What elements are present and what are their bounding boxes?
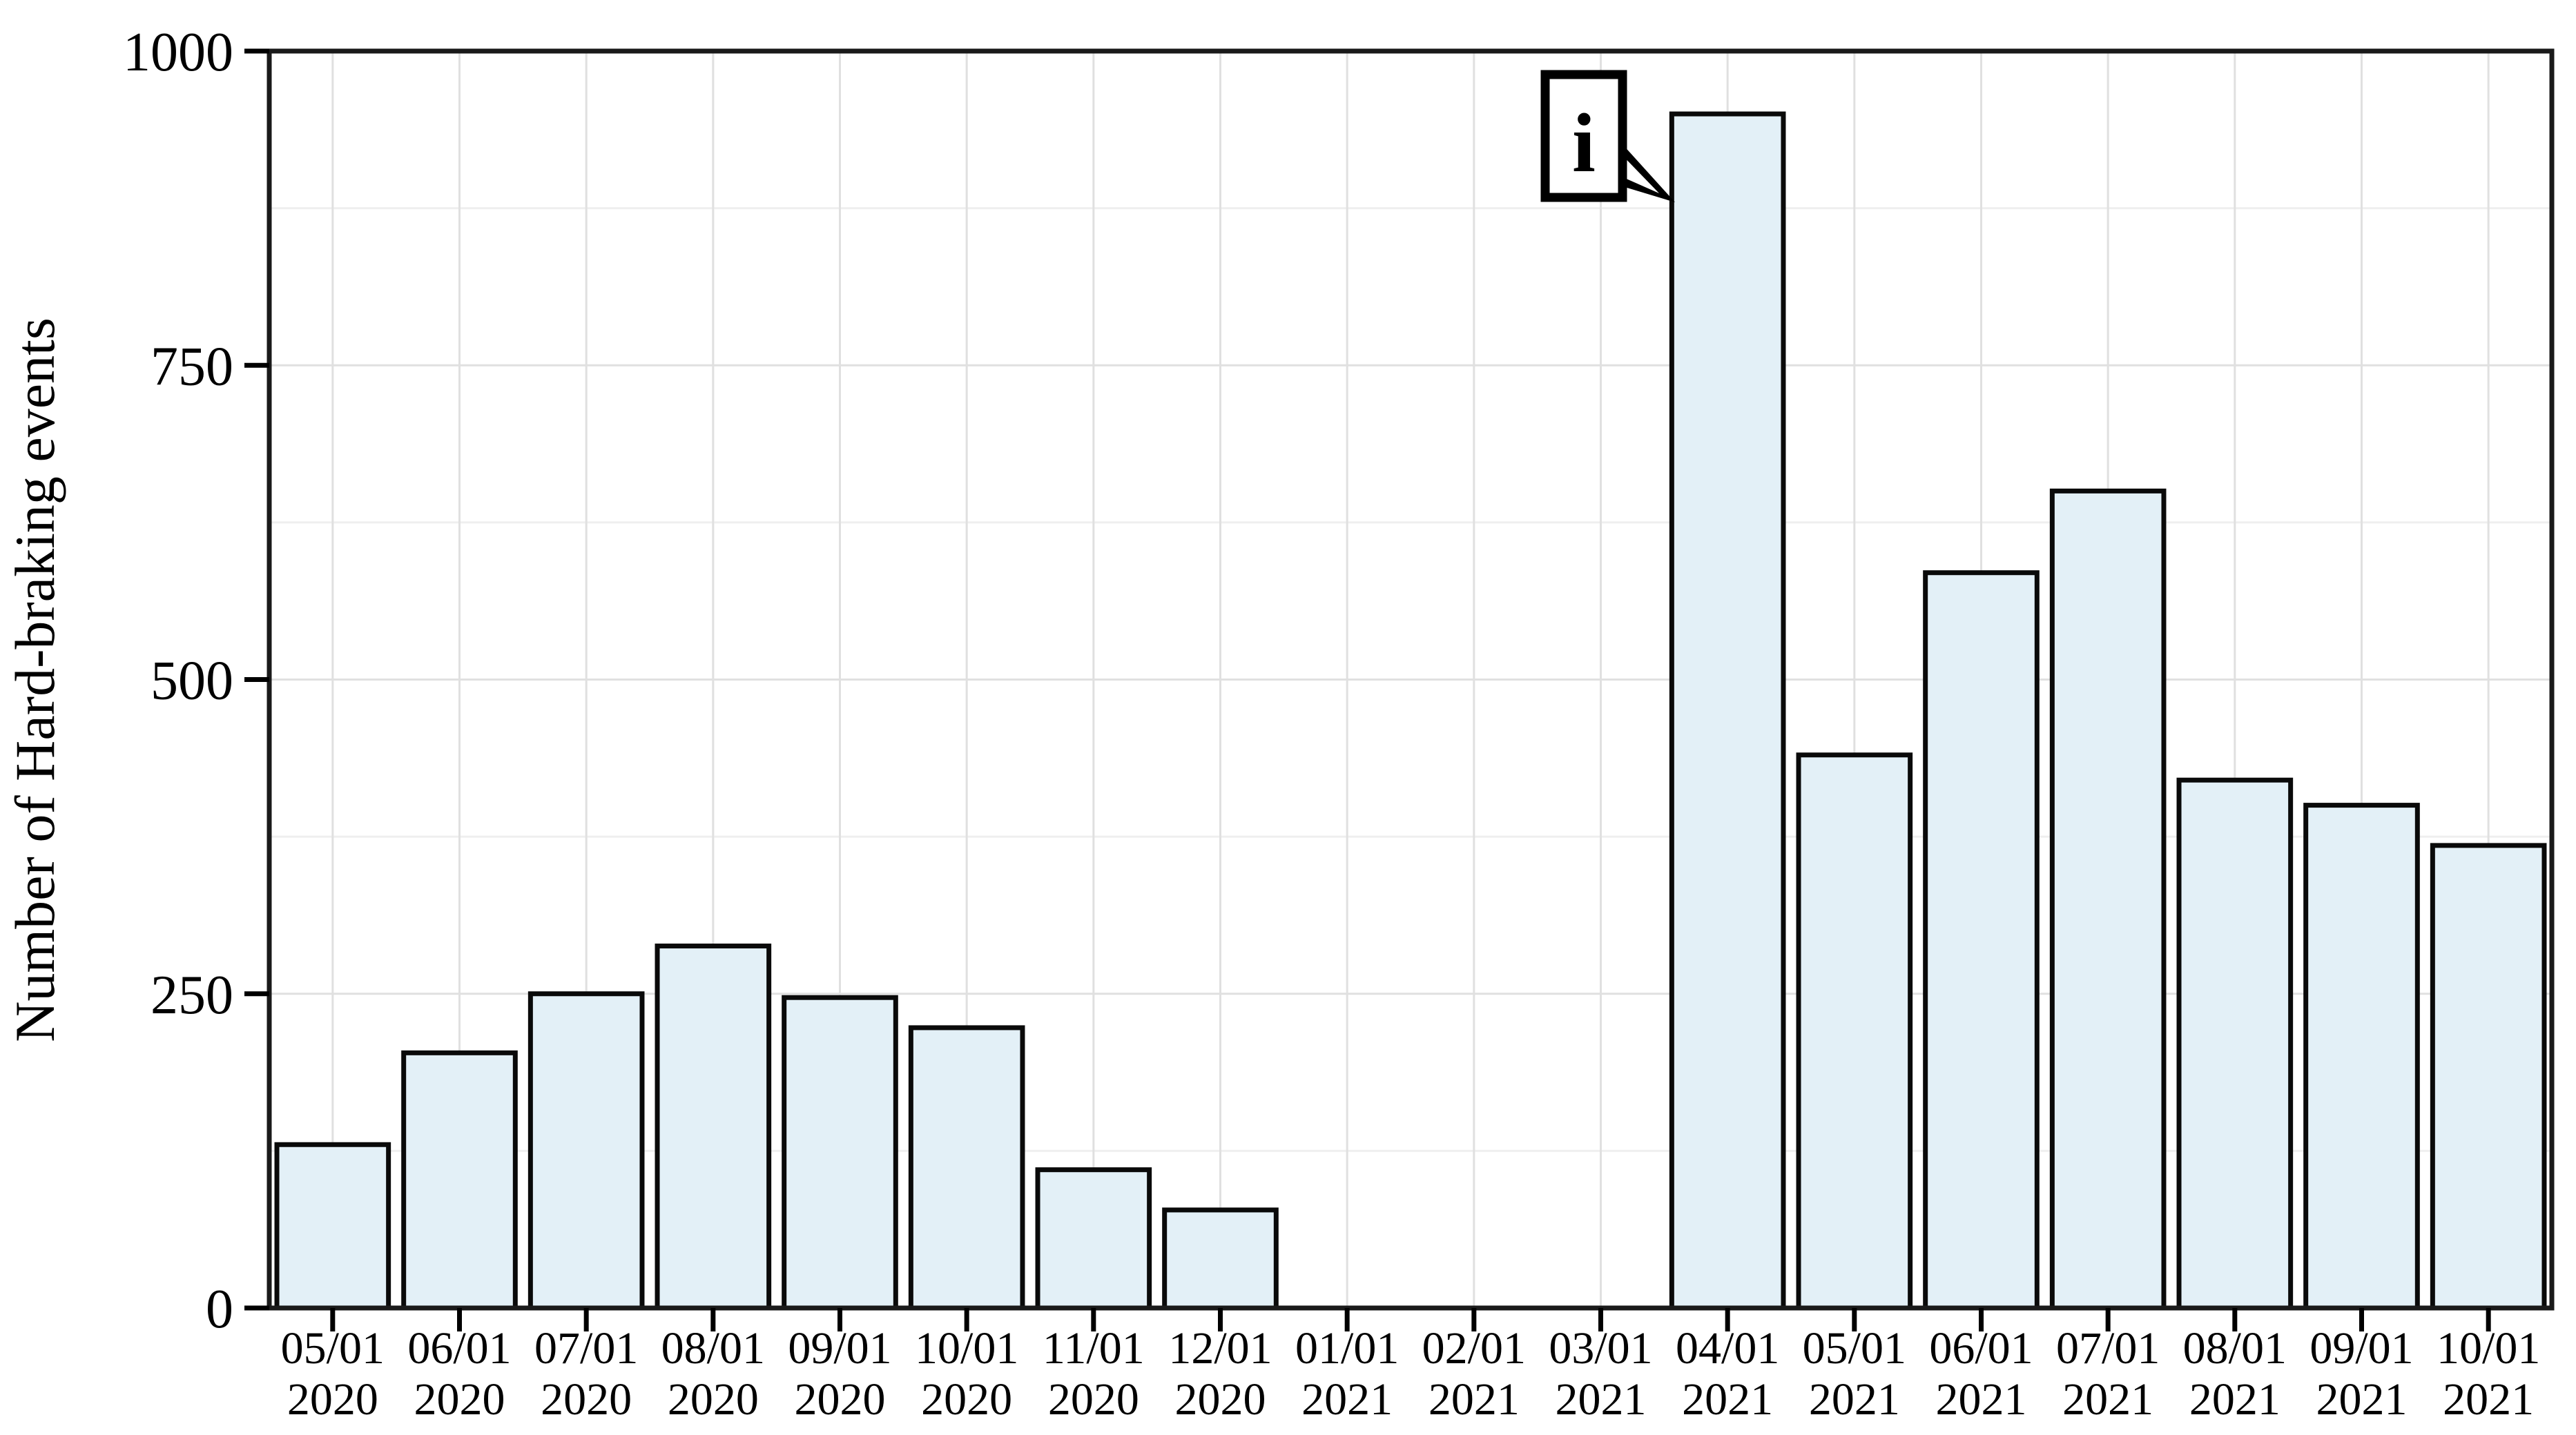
x-tick-label-03/01-2021: 03/01 2021 xyxy=(1549,1323,1652,1425)
y-tick-label-750: 750 xyxy=(151,336,233,397)
x-tick-label-10/01-2020: 10/01 2020 xyxy=(915,1323,1018,1425)
x-tick-label-12/01-2020: 12/01 2020 xyxy=(1168,1323,1272,1425)
x-tick-label-10/01-2021: 10/01 2021 xyxy=(2437,1323,2540,1425)
bar-10/01-2021 xyxy=(2430,843,2547,1311)
annotation-label: i xyxy=(1572,97,1596,190)
annotation-box xyxy=(1540,70,1627,202)
bar-05/01-2020 xyxy=(274,1142,391,1311)
x-tick-label-06/01-2021: 06/01 2021 xyxy=(1929,1323,2033,1425)
annotation-callout: i xyxy=(1540,70,1675,202)
y-tick-label-250: 250 xyxy=(151,965,233,1026)
x-tick-label-08/01-2020: 08/01 2020 xyxy=(661,1323,765,1425)
x-tick-label-08/01-2021: 08/01 2021 xyxy=(2183,1323,2287,1425)
bar-04/01-2021 xyxy=(1669,111,1786,1311)
bar-12/01-2020 xyxy=(1162,1207,1279,1311)
x-tick-label-07/01-2021: 07/01 2021 xyxy=(2056,1323,2160,1425)
x-tick-label-02/01-2021: 02/01 2021 xyxy=(1422,1323,1526,1425)
bar-08/01-2021 xyxy=(2176,777,2294,1311)
x-tick-label-07/01-2020: 07/01 2020 xyxy=(534,1323,638,1425)
bar-06/01-2020 xyxy=(401,1050,518,1311)
x-tick-label-11/01-2020: 11/01 2020 xyxy=(1043,1323,1145,1425)
bar-09/01-2021 xyxy=(2303,803,2420,1311)
y-tick-label-1000: 1000 xyxy=(123,22,233,83)
x-tick-label-01/01-2021: 01/01 2021 xyxy=(1295,1323,1399,1425)
x-tick-label-05/01-2020: 05/01 2020 xyxy=(281,1323,385,1425)
bar-10/01-2020 xyxy=(908,1025,1025,1311)
annotation-tail xyxy=(1616,137,1675,202)
bar-11/01-2020 xyxy=(1035,1167,1152,1311)
y-tick-label-500: 500 xyxy=(151,651,233,712)
y-axis-title: Number of Hard-braking events xyxy=(3,318,66,1042)
bar-07/01-2021 xyxy=(2049,488,2167,1311)
bar-05/01-2021 xyxy=(1796,752,1913,1311)
annotation-tail-inner xyxy=(1617,150,1659,193)
x-tick-label-09/01-2020: 09/01 2020 xyxy=(788,1323,891,1425)
x-tick-label-05/01-2021: 05/01 2021 xyxy=(1803,1323,1906,1425)
y-tick-label-0: 0 xyxy=(206,1279,233,1340)
bar-08/01-2020 xyxy=(655,944,772,1311)
x-tick-label-06/01-2020: 06/01 2020 xyxy=(407,1323,511,1425)
x-tick-label-09/01-2021: 09/01 2021 xyxy=(2309,1323,2413,1425)
bar-07/01-2020 xyxy=(527,991,645,1311)
x-tick-label-04/01-2021: 04/01 2021 xyxy=(1676,1323,1779,1425)
bar-06/01-2021 xyxy=(1923,570,2040,1311)
bar-09/01-2020 xyxy=(782,995,898,1311)
